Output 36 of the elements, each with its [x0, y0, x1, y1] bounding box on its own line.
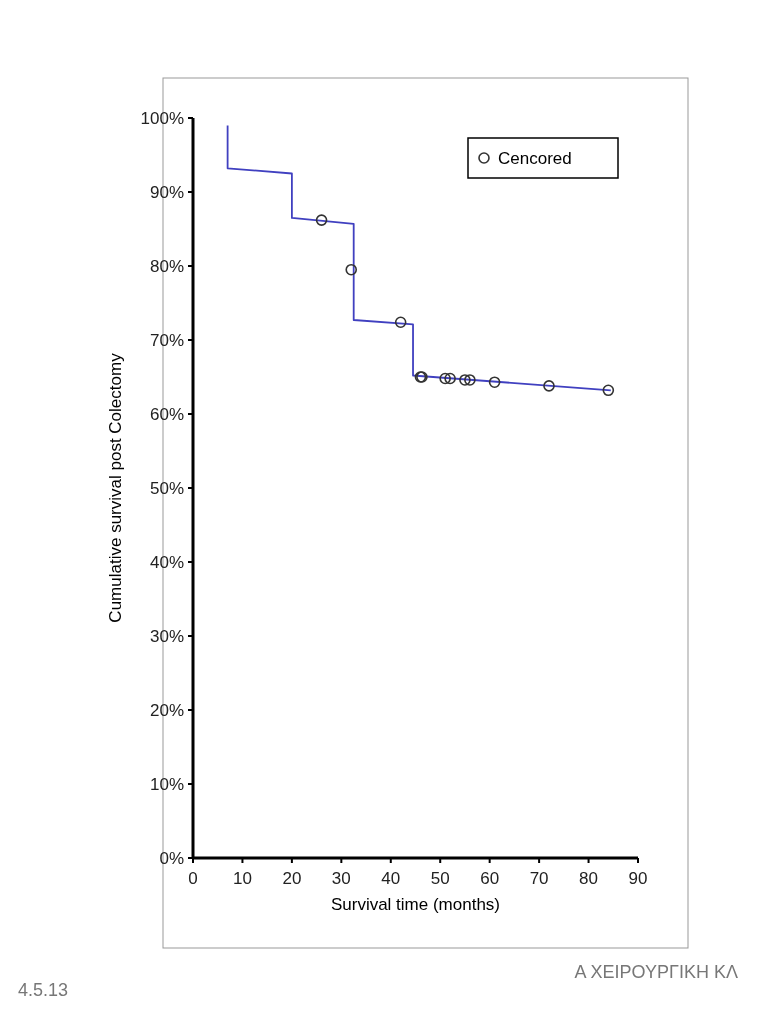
point	[488, 376, 501, 388]
text: Α ΧΕΙΡΟΥΡΓΙΚΗ ΚΛ	[574, 962, 738, 982]
x-tick-label: 0	[188, 869, 198, 888]
point	[315, 214, 328, 226]
y-tick-label: 20%	[149, 701, 184, 720]
point	[602, 384, 615, 397]
text: 4.5.13	[18, 980, 69, 1000]
y-tick-label: 90%	[149, 183, 184, 202]
x-tick-label: 40	[381, 869, 401, 888]
x-tick-label: 10	[232, 869, 252, 888]
y-tick-label: 100%	[140, 109, 184, 128]
x-axis-title: Survival time (months)	[330, 895, 501, 914]
x-tick-label: 50	[430, 869, 450, 888]
x-tick-label: 90	[628, 869, 648, 888]
y-tick-label: 0%	[159, 849, 184, 868]
x-tick-label: 20	[282, 869, 302, 888]
y-axis-title: Cumulative survival post Colectomy	[106, 352, 125, 623]
point	[543, 380, 555, 392]
y-tick-label: 70%	[149, 331, 184, 350]
x-tick-label: 60	[480, 869, 500, 888]
x-tick-label: 80	[579, 869, 599, 888]
point	[345, 263, 358, 276]
y-tick-label: 30%	[149, 627, 184, 646]
y-tick-label: 80%	[149, 257, 184, 276]
point	[439, 372, 451, 385]
point	[394, 316, 407, 329]
y-tick-label: 50%	[149, 479, 184, 498]
legend-label: Cencored	[498, 149, 572, 168]
x-tick-label: 70	[529, 869, 549, 888]
y-tick-label: 40%	[149, 553, 184, 572]
x-tick-label: 30	[331, 869, 351, 888]
point	[464, 374, 476, 386]
point	[459, 374, 471, 386]
point	[444, 372, 456, 385]
y-tick-label: 10%	[149, 775, 184, 794]
y-tick-label: 60%	[149, 405, 184, 424]
